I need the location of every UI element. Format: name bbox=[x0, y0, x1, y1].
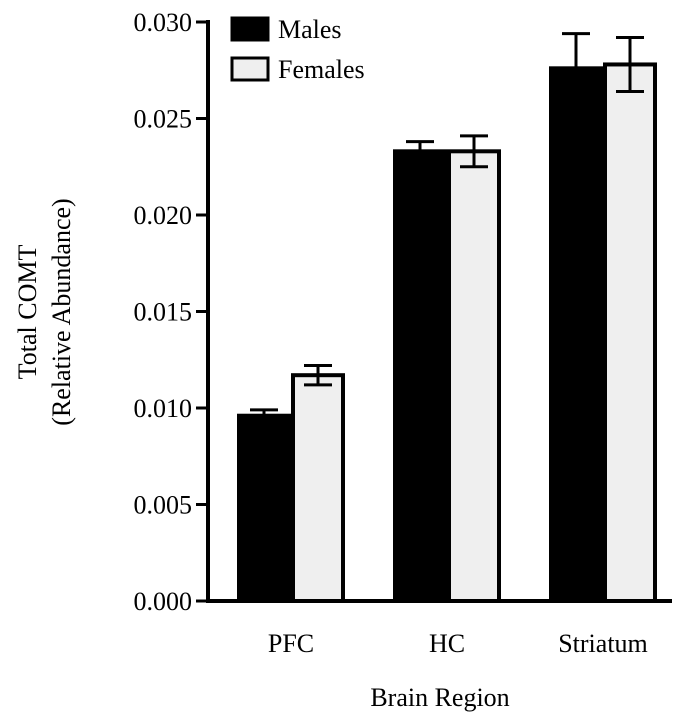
bar-striatum-females bbox=[603, 62, 657, 603]
axes bbox=[206, 20, 672, 603]
legend-label-females: Females bbox=[278, 55, 365, 84]
bar-hc-females bbox=[447, 149, 501, 603]
category-label-hc: HC bbox=[429, 629, 465, 658]
category-label-pfc: PFC bbox=[268, 629, 314, 658]
legend-label-males: Males bbox=[278, 15, 342, 44]
legend: Males Females bbox=[230, 15, 365, 84]
bars bbox=[237, 62, 657, 603]
error-bar-pfc-males bbox=[250, 408, 278, 422]
error-bar-pfc-females bbox=[304, 364, 332, 387]
category-label-striatum: Striatum bbox=[558, 629, 648, 658]
x-axis-title: Brain Region bbox=[370, 683, 509, 712]
error-bar-striatum-females bbox=[616, 35, 644, 93]
error-bar-hc-males bbox=[406, 140, 434, 161]
bar-pfc-females bbox=[291, 373, 345, 603]
bar-striatum-males bbox=[549, 66, 603, 603]
legend-swatch-males bbox=[230, 16, 270, 42]
error-bars bbox=[250, 32, 644, 422]
y-tick-label-4: 0.020 bbox=[134, 201, 193, 230]
legend-swatch-females bbox=[230, 56, 270, 82]
y-axis-title-line-2: (Relative Abundance) bbox=[47, 198, 76, 425]
y-tick-label-5: 0.025 bbox=[134, 105, 193, 134]
y-axis-title-line-1: Total COMT bbox=[13, 245, 42, 380]
bar-hc-males bbox=[393, 149, 447, 603]
y-tick-label-6: 0.030 bbox=[134, 8, 193, 37]
error-bar-hc-females bbox=[460, 134, 488, 169]
y-tick-label-1: 0.005 bbox=[134, 491, 193, 520]
error-bar-striatum-males bbox=[562, 32, 590, 105]
y-axis-ticks: 0.000 0.005 0.010 0.015 0.020 0.025 0.030 bbox=[134, 8, 208, 616]
y-tick-label-2: 0.010 bbox=[134, 394, 193, 423]
bar-pfc-males bbox=[237, 413, 291, 603]
category-labels: PFC HC Striatum bbox=[268, 629, 648, 658]
y-axis-title: Total COMT (Relative Abundance) bbox=[13, 198, 76, 425]
y-tick-label-3: 0.015 bbox=[134, 298, 193, 327]
y-tick-label-0: 0.000 bbox=[134, 587, 193, 616]
